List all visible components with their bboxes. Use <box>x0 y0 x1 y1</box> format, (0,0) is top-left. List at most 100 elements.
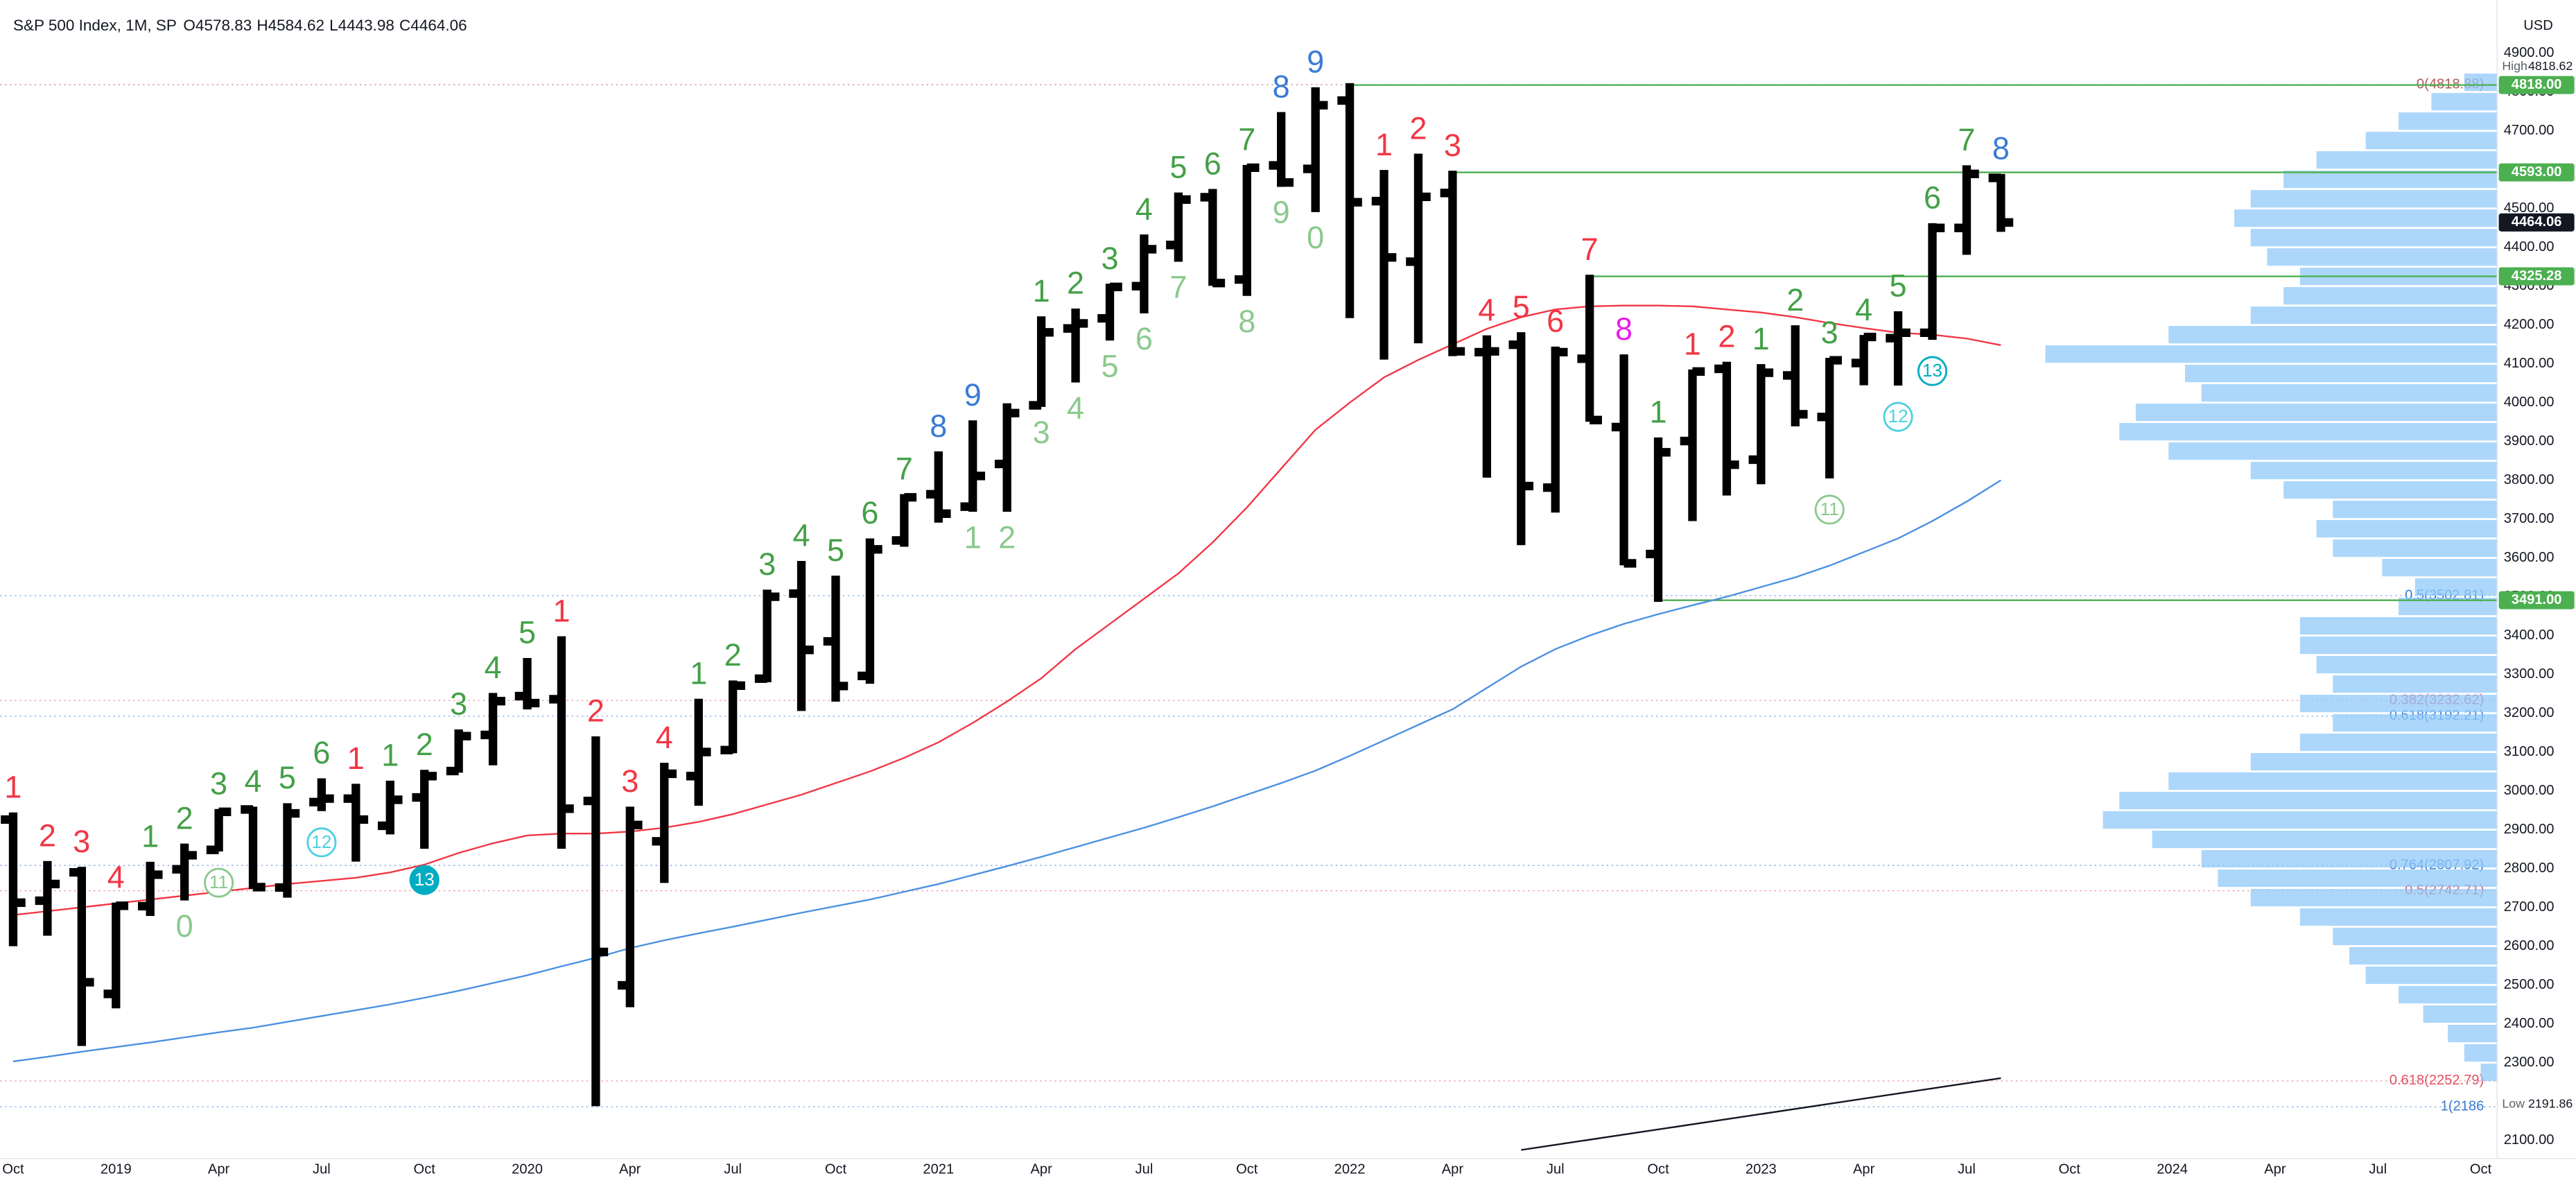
count-label: 4 <box>485 650 502 685</box>
count-circle <box>1883 401 1913 432</box>
volume-profile-bar <box>2119 423 2498 441</box>
y-tick-label: 3400.00 <box>2504 628 2555 643</box>
y-tick-label: 3100.00 <box>2504 744 2555 759</box>
price-badge-label: 4818.62 <box>2528 59 2573 73</box>
y-tick-label: 3000.00 <box>2504 783 2555 798</box>
count-label: 5 <box>279 760 296 795</box>
volume-profile-bar <box>2283 481 2498 499</box>
count-label: 1 <box>1649 395 1666 430</box>
x-tick-label: Oct <box>2 1162 24 1177</box>
count-circle <box>204 867 234 898</box>
count-label: 7 <box>896 451 913 486</box>
legend-value: 4443.98 <box>338 17 394 34</box>
price-badge <box>2498 76 2575 94</box>
price-badge <box>2498 163 2575 182</box>
price-badge-label: 4818.00 <box>2512 77 2562 92</box>
count-label: 7 <box>1581 232 1599 267</box>
legend-key: H <box>256 17 268 34</box>
count-label: 6 <box>1135 321 1153 356</box>
count-label: 1 <box>552 593 570 628</box>
count-label: 2 <box>587 693 604 729</box>
count-label: 6 <box>313 735 330 770</box>
volume-profile-bar <box>2365 966 2498 985</box>
count-label: 4 <box>1135 191 1153 227</box>
y-tick-label: 2600.00 <box>2504 938 2555 953</box>
x-tick-label: Apr <box>1442 1162 1464 1177</box>
price-badge-label: 2191.86 <box>2528 1097 2573 1111</box>
x-tick-label: 2023 <box>1746 1162 1777 1177</box>
y-tick-label: 4500.00 <box>2504 200 2555 216</box>
count-label: 7 <box>1169 270 1187 305</box>
volume-profile-bar <box>2316 151 2498 169</box>
y-tick-label: 2700.00 <box>2504 899 2555 915</box>
x-tick-label: Jul <box>313 1162 331 1177</box>
count-label: 3 <box>1033 415 1050 450</box>
count-label: 2 <box>416 727 433 762</box>
count-label: 8 <box>930 408 947 444</box>
volume-profile-bar <box>2480 1063 2498 1082</box>
count-circle <box>1814 494 1845 525</box>
x-tick-label: 2019 <box>101 1162 132 1177</box>
y-tick-label: 3800.00 <box>2504 472 2555 487</box>
x-tick-label: Oct <box>2059 1162 2081 1177</box>
volume-profile-bar <box>2333 539 2498 557</box>
count-label: 4 <box>656 720 673 755</box>
line-series <box>1521 1077 2001 1151</box>
price-badge-tag: Low <box>2502 1097 2525 1111</box>
count-label: 6 <box>1204 146 1221 181</box>
price-badge <box>2498 58 2575 76</box>
line-series <box>12 304 2001 916</box>
currency-label: USD <box>2523 18 2552 33</box>
count-label: 2 <box>39 817 56 853</box>
x-tick-label: Jul <box>2369 1162 2387 1177</box>
count-label: 9 <box>1273 195 1290 230</box>
y-tick-label: 4100.00 <box>2504 356 2555 371</box>
x-tick-label: Apr <box>1030 1162 1052 1177</box>
volume-profile-bar <box>2250 229 2498 247</box>
plot-area: 0(4818.88)0.5(3502.81)0.382(3232.62)0.61… <box>0 44 2498 1151</box>
volume-profile-bar <box>2333 675 2498 693</box>
count-label: 1 <box>141 819 159 854</box>
price-badge-label: 3491.00 <box>2512 592 2562 607</box>
y-tick-label: 4700.00 <box>2504 123 2555 138</box>
price-badge <box>2498 213 2575 232</box>
volume-profile-bar <box>2168 772 2498 790</box>
volume-profile-bar <box>2299 695 2498 713</box>
y-tick-label: 3700.00 <box>2504 511 2555 526</box>
x-tick-label: Jul <box>724 1162 742 1177</box>
volume-profile-bar <box>2448 1024 2498 1043</box>
y-tick-label: 4900.00 <box>2504 45 2555 60</box>
volume-profile-bar <box>2250 306 2498 325</box>
y-tick-label: 4200.00 <box>2504 317 2555 332</box>
volume-profile-bar <box>2135 404 2498 422</box>
count-label: 8 <box>1615 311 1633 347</box>
fib-label: 0.618(2252.79) <box>2390 1073 2484 1088</box>
y-tick-label: 2800.00 <box>2504 860 2555 876</box>
volume-profile-bar <box>2464 1044 2498 1062</box>
count-label: 1 <box>381 738 399 773</box>
count-label: 5 <box>1890 268 1907 304</box>
count-label: 13 <box>415 869 435 890</box>
volume-profile-bar <box>2283 287 2498 305</box>
x-tick-label: Apr <box>2264 1162 2286 1177</box>
count-label: 2 <box>1067 266 1084 301</box>
count-label: 12 <box>311 831 331 852</box>
legend-key: O <box>183 17 195 34</box>
y-tick-label: 3900.00 <box>2504 433 2555 449</box>
volume-profile-bar <box>2399 112 2498 130</box>
count-label: 3 <box>210 765 227 801</box>
count-label: 5 <box>1101 348 1118 383</box>
count-label: 2 <box>1409 110 1427 146</box>
volume-profile-bar <box>2168 326 2498 344</box>
count-label: 4 <box>1855 292 1872 327</box>
count-label: 1 <box>347 741 365 776</box>
count-label: 13 <box>1922 360 1942 381</box>
count-label: 4 <box>245 763 262 799</box>
price-badge-label: 4593.00 <box>2512 164 2562 180</box>
count-label: 3 <box>450 686 467 722</box>
volume-profile-bar <box>2045 345 2498 363</box>
count-label: 3 <box>621 763 638 799</box>
volume-profile-bar <box>2201 384 2498 402</box>
x-tick-label: Oct <box>2470 1162 2492 1177</box>
